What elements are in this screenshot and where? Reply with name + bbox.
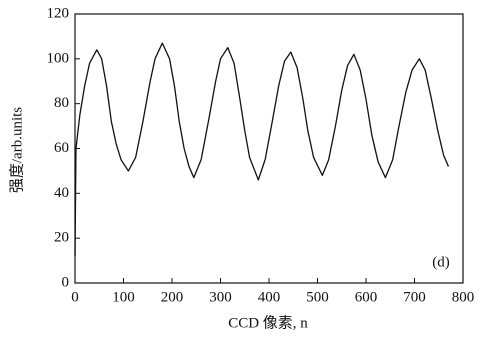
x-tick-label: 500 (306, 289, 329, 305)
y-tick-label: 0 (62, 274, 70, 290)
x-tick-label: 300 (209, 289, 232, 305)
annotation: (d) (432, 254, 450, 270)
y-tick-label: 60 (54, 140, 69, 156)
y-tick-label: 120 (47, 5, 70, 21)
plot-frame (74, 13, 464, 284)
y-tick-label: 20 (54, 230, 69, 246)
x-tick-label: 0 (71, 289, 79, 305)
x-tick-label: 200 (161, 289, 184, 305)
data-line (74, 42, 450, 257)
x-tick-label: 600 (355, 289, 378, 305)
x-tick-label: 800 (452, 289, 475, 305)
x-tick-label: 400 (258, 289, 281, 305)
y-tick-label: 40 (54, 185, 69, 201)
x-axis-label: CCD 像素, n (228, 314, 308, 331)
y-axis-label: 强度/arb.units (8, 107, 25, 193)
x-tick-label: 700 (403, 289, 426, 305)
x-tick-label: 100 (112, 289, 135, 305)
y-tick-label: 80 (54, 95, 69, 111)
y-tick-label: 100 (47, 50, 70, 66)
